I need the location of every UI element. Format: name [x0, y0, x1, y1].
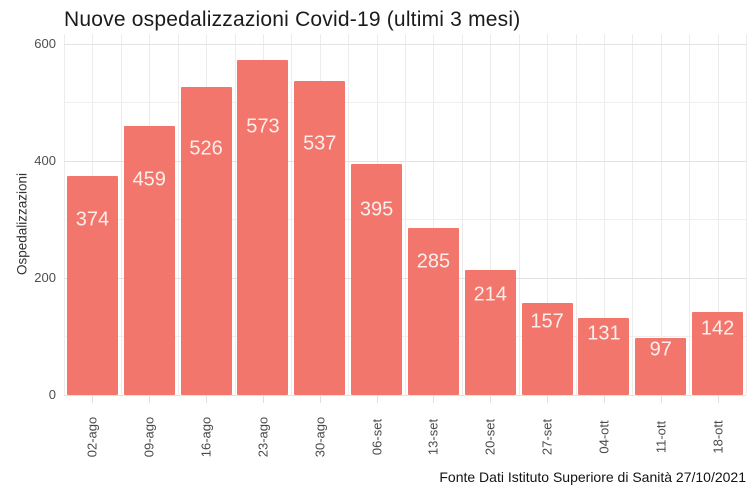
x-tick-label-text: 04-ott [596, 420, 612, 454]
y-tick-label: 200 [34, 269, 56, 285]
x-axis-tick [149, 395, 151, 403]
vertical-gridline [746, 34, 747, 395]
bar [123, 126, 175, 395]
bar [578, 318, 630, 395]
vertical-gridline [64, 34, 65, 395]
bar-value-label: 526 [189, 137, 223, 160]
vertical-gridline [547, 34, 549, 395]
x-tick-label-text: 16-ago [198, 416, 214, 458]
bar-value-label: 97 [649, 338, 672, 361]
bar [237, 59, 289, 395]
x-axis-tick [490, 395, 492, 403]
x-axis-tick [717, 395, 719, 403]
x-axis-tick [92, 395, 94, 403]
bar [692, 311, 744, 395]
vertical-gridline [632, 34, 634, 395]
x-axis-tick [262, 395, 264, 403]
major-gridline [64, 395, 746, 396]
bar-value-label: 214 [473, 283, 507, 306]
x-tick-label-text: 02-ago [84, 416, 100, 458]
bar [66, 176, 118, 395]
bar [407, 228, 459, 395]
vertical-gridline [461, 34, 463, 395]
x-tick-label-text: 30-ago [312, 416, 328, 458]
bar-value-label: 395 [359, 198, 394, 221]
vertical-gridline [518, 34, 520, 395]
minor-gridline [64, 219, 746, 221]
major-gridline [64, 160, 746, 162]
x-axis-tick [433, 395, 435, 403]
vertical-gridline [291, 34, 293, 395]
vertical-gridline [234, 34, 236, 395]
bar-value-label: 157 [530, 310, 564, 333]
major-gridline [64, 277, 746, 279]
bar [180, 87, 232, 395]
x-axis-tick [319, 395, 321, 403]
bar [294, 80, 346, 395]
x-tick-label-text: 11-ott [653, 420, 669, 454]
y-tick-label: 600 [34, 35, 56, 51]
minor-gridline [64, 336, 746, 338]
vertical-gridline [433, 34, 435, 395]
y-tick-label: 0 [48, 387, 56, 402]
x-tick-label-text: 18-ott [710, 420, 726, 454]
x-tick-label-text: 06-set [369, 418, 385, 456]
bar-value-label: 573 [246, 115, 280, 138]
bar [635, 338, 687, 395]
y-axis-title: Ospedalizzazioni [14, 172, 30, 276]
bar-value-label: 285 [416, 250, 451, 273]
x-axis-tick [206, 395, 208, 403]
x-tick-label-text: 23-ago [255, 416, 271, 458]
source-note: Fonte Dati Istituto Superiore di Sanità … [439, 469, 746, 485]
vertical-gridline [120, 34, 122, 395]
vertical-gridline [405, 34, 406, 395]
vertical-gridline [660, 34, 662, 395]
y-tick-label: 400 [34, 152, 56, 168]
bar-value-label: 142 [700, 317, 735, 340]
vertical-gridline [575, 34, 577, 395]
x-tick-label-text: 20-set [482, 418, 498, 456]
minor-gridline [64, 102, 746, 104]
vertical-gridline [348, 34, 350, 395]
bar-value-label: 131 [587, 322, 621, 345]
vertical-gridline [177, 34, 179, 395]
bar [464, 269, 516, 395]
vertical-gridline [689, 34, 691, 395]
vertical-gridline [717, 34, 719, 395]
x-axis-tick [660, 395, 662, 403]
vertical-gridline [603, 34, 605, 395]
bar [351, 163, 403, 395]
bar-value-label: 374 [75, 208, 110, 231]
x-tick-label-text: 09-ago [141, 416, 157, 458]
x-axis-tick [547, 395, 549, 403]
plot-area: 374 459 526 573 537 395 285 214 157 131 97 142 [64, 34, 747, 403]
x-tick-label-text: 13-set [425, 418, 441, 456]
bar-value-label: 459 [132, 168, 166, 191]
x-axis-tick [603, 395, 605, 403]
vertical-gridline [490, 34, 492, 395]
chart-title: Nuove ospedalizzazioni Covid-19 (ultimi … [64, 8, 521, 31]
bar [521, 303, 573, 395]
x-axis-tick [376, 395, 378, 403]
bar-value-label: 537 [303, 132, 337, 155]
x-tick-label-text: 27-set [539, 418, 555, 456]
major-gridline [64, 43, 746, 45]
